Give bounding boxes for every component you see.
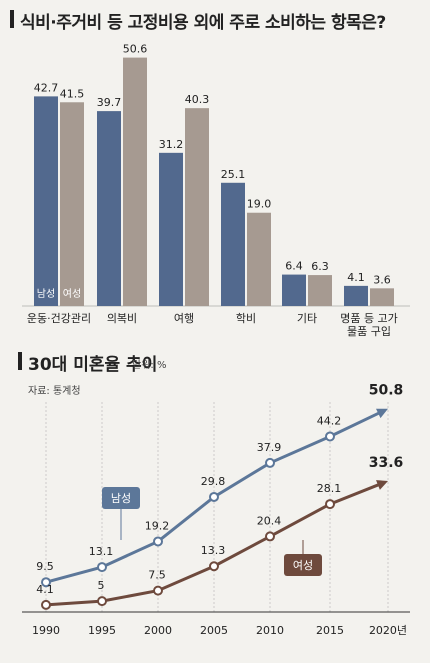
- bar-chart-panel: 식비·주거비 등 고정비용 외에 주로 소비하는 항목은? 42.7 41.5 운동…: [10, 8, 410, 338]
- bar-male-1: [97, 111, 121, 306]
- bar-female-2: [185, 108, 209, 306]
- line-point-male-4: [265, 457, 275, 468]
- line-x-tick-0: 1990: [32, 624, 60, 637]
- bar-category-label-4: 기타: [297, 312, 317, 325]
- line-x-tick-3: 2005: [200, 624, 228, 637]
- line-point-male-3: [209, 491, 219, 502]
- line-chart-panel: 30대 미혼율 추이 단위: % 자료: 통계청 1990 1995 2000 200…: [0, 342, 430, 659]
- bar-chart-title: 식비·주거비 등 고정비용 외에 주로 소비하는 항목은?: [10, 8, 386, 33]
- line-value-label-male-3: 29.8: [201, 475, 226, 488]
- line-value-label-male-1: 13.1: [89, 545, 114, 558]
- bar-male-3: [221, 182, 245, 306]
- line-point-female-1: [97, 596, 107, 607]
- bar-value-label-male-1: 39.7: [97, 96, 122, 109]
- bar-value-label-female-4: 6.3: [311, 260, 329, 273]
- line-x-tick-6: 2020년: [369, 624, 407, 637]
- line-value-label-male-5: 44.2: [317, 414, 342, 427]
- line-x-tick-4: 2010: [256, 624, 284, 637]
- line-tag-male-bg: [102, 487, 140, 509]
- line-x-tick-1: 1995: [88, 624, 116, 637]
- line-chart: 1990 1995 2000 2005 2010 2015 2020년 9.5 13.1 19.2…: [22, 383, 410, 637]
- bar-female-1: [123, 57, 147, 306]
- line-value-label-male-4: 37.9: [257, 441, 282, 454]
- bar-female-5: [370, 288, 394, 306]
- bar-female-0: [60, 102, 84, 306]
- bar-value-label-female-2: 40.3: [185, 93, 210, 106]
- line-tag-female: 여성: [293, 559, 313, 572]
- bar-series-label-male: 남성: [37, 288, 55, 300]
- bar-value-label-male-0: 42.7: [34, 81, 59, 94]
- line-value-label-female-1: 5: [98, 579, 105, 592]
- bar-value-label-female-0: 41.5: [60, 87, 85, 100]
- bar-series-label-female: 여성: [63, 288, 81, 300]
- line-point-female-5: [325, 499, 335, 510]
- line-value-label-female-5: 28.1: [317, 482, 342, 495]
- line-value-label-male-6: 50.8: [369, 383, 404, 399]
- line-value-label-female-4: 20.4: [257, 514, 282, 527]
- line-point-male-1: [97, 562, 107, 573]
- line-point-female-2: [153, 585, 163, 596]
- bar-value-label-female-3: 19.0: [247, 198, 272, 211]
- line-chart-title: 30대 미혼율 추이: [17, 350, 157, 375]
- bar-female-3: [247, 212, 271, 306]
- bar-category-label-5-line1: 물품 구입: [347, 325, 391, 338]
- line-value-label-female-0: 4.1: [36, 583, 54, 596]
- line-tag-male: 남성: [111, 492, 131, 505]
- bar-category-label-5-line0: 명품 등 고가: [340, 312, 398, 325]
- bar-value-label-male-4: 6.4: [285, 260, 303, 273]
- line-point-female-3: [209, 561, 219, 572]
- line-x-tick-2: 2000: [144, 624, 172, 637]
- line-x-tick-5: 2015: [316, 624, 344, 637]
- bar-male-0: [34, 96, 58, 306]
- bar-value-label-female-1: 50.6: [123, 43, 148, 56]
- bar-value-label-male-2: 31.2: [159, 138, 184, 151]
- bar-category-label-2: 여행: [174, 312, 194, 325]
- line-point-male-2: [153, 536, 163, 547]
- bar-male-5: [344, 285, 368, 306]
- line-arrowhead-male: [376, 408, 388, 419]
- line-value-label-male-0: 9.5: [36, 560, 54, 573]
- bar-male-2: [159, 152, 183, 306]
- line-arrowhead-female: [376, 480, 388, 490]
- line-point-female-4: [265, 531, 275, 542]
- line-value-label-female-6: 33.6: [369, 455, 404, 471]
- bar-category-label-1: 의복비: [107, 312, 137, 325]
- line-chart-source: 자료: 통계청: [28, 386, 81, 397]
- bar-value-label-female-5: 3.6: [373, 273, 391, 286]
- bar-category-label-0: 운동·건강관리: [27, 312, 91, 325]
- line-tag-female-bg: [284, 554, 322, 576]
- line-point-female-0: [41, 599, 51, 610]
- bar-chart: 42.7 41.5 운동·건강관리 39.7 50.6 의복비 31.2 40.3 여행 25.1…: [22, 43, 410, 338]
- bar-male-4: [282, 274, 306, 306]
- bar-value-label-male-5: 4.1: [347, 271, 365, 284]
- bar-value-label-male-3: 25.1: [221, 168, 246, 181]
- bar-female-4: [308, 275, 332, 306]
- bar-category-label-3: 학비: [236, 312, 256, 325]
- line-chart-unit: 단위: %: [132, 360, 167, 371]
- line-point-male-5: [325, 431, 335, 442]
- line-point-male-0: [41, 577, 51, 588]
- line-value-label-male-2: 19.2: [145, 519, 170, 532]
- line-value-label-female-3: 13.3: [201, 544, 226, 557]
- line-value-label-female-2: 7.5: [148, 569, 166, 582]
